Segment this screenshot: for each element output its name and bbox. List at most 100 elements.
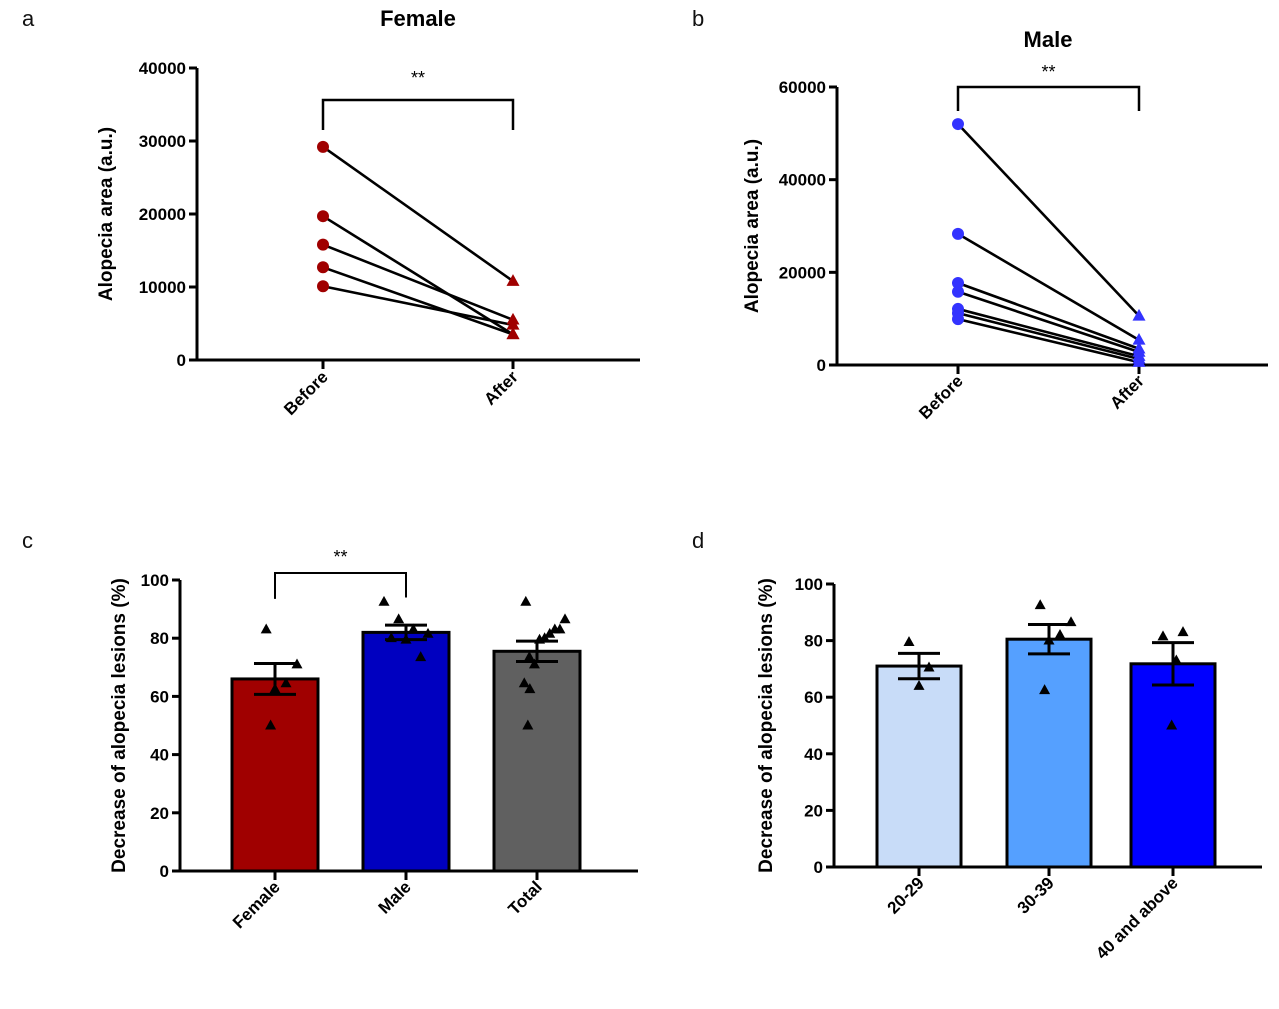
panel-c-y-tick-label: 40 bbox=[150, 746, 169, 765]
panel-c-y-axis-label: Decrease of alopecia lesions (%) bbox=[109, 578, 130, 873]
panel-b-after-point bbox=[1132, 355, 1146, 367]
panel-c-data-point bbox=[407, 623, 419, 634]
panel-b-significance-label: ** bbox=[1041, 62, 1055, 82]
panel-a-x-tick-label: Before bbox=[280, 367, 332, 419]
panel-b-y-tick-label: 60000 bbox=[779, 78, 826, 97]
panel-a-pair-line bbox=[322, 215, 514, 336]
panel-b-x-tick-label: Before bbox=[915, 371, 967, 423]
panel-a-before-point bbox=[317, 280, 329, 293]
panel-a-y-tick-label: 20000 bbox=[139, 205, 186, 224]
panel-d-x-tick-label: 20-29 bbox=[884, 873, 928, 917]
panel-d-age-bar-chart: 0 20 40 60 80 100 20-29 30-39 40 and above Decrea… bbox=[756, 575, 1262, 963]
panel-d-data-point bbox=[1166, 719, 1178, 730]
panel-a-pair-line bbox=[322, 284, 514, 327]
panel-d-data-point bbox=[1034, 599, 1046, 610]
panel-c-significance-label: ** bbox=[333, 547, 347, 567]
panel-d-y-tick-label: 60 bbox=[804, 688, 823, 707]
panel-a-before-point bbox=[317, 238, 329, 251]
panel-b-pair-line bbox=[957, 311, 1140, 361]
panel-b-pair-line bbox=[957, 281, 1140, 351]
panel-a-pair-line bbox=[322, 145, 514, 283]
panel-b-male-paired-plot: 0 20000 40000 60000 Before After Alopecia area… bbox=[742, 27, 1268, 423]
panel-d-data-point bbox=[1157, 630, 1169, 641]
panel-d-bar-20-29 bbox=[875, 664, 963, 869]
panel-d-x-tick-label: 40 and above bbox=[1092, 873, 1182, 963]
panel-b-before-point bbox=[952, 313, 964, 326]
panel-d-y-tick-label: 20 bbox=[804, 801, 823, 820]
panel-d-y-tick-label: 40 bbox=[804, 745, 823, 764]
panel-a-significance-bracket bbox=[321, 98, 515, 130]
panel-a-significance-label: ** bbox=[411, 68, 425, 88]
panel-b-x-tick-label: After bbox=[1106, 371, 1148, 413]
panel-d-bar-30-39 bbox=[1005, 637, 1093, 869]
panel-c-bar-female bbox=[230, 677, 320, 873]
panel-b-before-point bbox=[952, 227, 964, 240]
panel-c-y-tick-label: 80 bbox=[150, 629, 169, 648]
panel-a-y-tick-label: 10000 bbox=[139, 278, 186, 297]
panel-b-pair-line bbox=[957, 123, 1140, 317]
panel-a-y-tick-label: 30000 bbox=[139, 132, 186, 151]
panel-d-data-point bbox=[923, 661, 935, 672]
panel-c-data-point bbox=[280, 677, 292, 688]
panel-c-data-point bbox=[528, 658, 540, 669]
panel-b-y-tick-label: 0 bbox=[817, 356, 826, 375]
panel-c-data-point bbox=[518, 677, 530, 688]
panel-d-data-point bbox=[913, 679, 925, 690]
panel-a-after-point bbox=[506, 317, 520, 330]
panel-c-data-point bbox=[265, 719, 277, 730]
panel-b-pair-line bbox=[957, 232, 1140, 342]
panel-b-after-point bbox=[1132, 308, 1146, 321]
panel-a-y-tick-label: 0 bbox=[177, 351, 186, 370]
panel-c-data-point bbox=[522, 719, 534, 730]
panel-c-data-point bbox=[422, 627, 434, 638]
panel-d-y-tick-label: 0 bbox=[814, 858, 823, 877]
panel-c-x-tick-label: Female bbox=[229, 877, 284, 932]
panel-c-data-point bbox=[549, 623, 561, 634]
panel-b-y-tick-label: 20000 bbox=[779, 263, 826, 282]
panel-c-significance-bracket bbox=[274, 572, 407, 599]
panel-a-y-tick-label: 40000 bbox=[139, 59, 186, 78]
panel-d-data-point bbox=[903, 636, 915, 646]
panel-c-y-tick-label: 20 bbox=[150, 804, 169, 823]
panel-c-data-point bbox=[544, 627, 556, 638]
panel-letter-b: b bbox=[692, 6, 704, 31]
panel-b-before-point bbox=[952, 285, 964, 298]
panel-c-bar-male bbox=[361, 630, 451, 873]
panel-a-pair-line bbox=[322, 243, 514, 322]
panel-c-data-point bbox=[524, 683, 536, 694]
panel-a-before-point bbox=[317, 210, 329, 223]
panel-a-female-paired-plot: 0 10000 20000 30000 40000 Before After Alopecia… bbox=[96, 6, 640, 419]
panel-d-y-axis-label: Decrease of alopecia lesions (%) bbox=[756, 578, 777, 873]
panel-b-pair-line bbox=[957, 317, 1140, 364]
panel-b-pair-line bbox=[957, 307, 1140, 358]
panel-b-before-point bbox=[952, 276, 964, 289]
panel-a-title: Female bbox=[380, 6, 456, 31]
panel-b-after-point bbox=[1132, 332, 1146, 345]
panel-c-x-tick-label: Male bbox=[375, 877, 415, 917]
panel-c-data-point bbox=[559, 613, 571, 624]
panel-c-y-tick-label: 100 bbox=[141, 571, 169, 590]
panel-c-data-point bbox=[378, 595, 390, 606]
panel-b-y-axis-label: Alopecia area (a.u.) bbox=[742, 139, 763, 313]
panel-c-data-point bbox=[393, 613, 405, 624]
panel-a-pair-line bbox=[322, 266, 514, 336]
panel-c-data-point bbox=[415, 651, 427, 662]
panel-a-y-axis-label: Alopecia area (a.u.) bbox=[96, 127, 117, 301]
panel-d-data-point bbox=[1054, 629, 1066, 639]
panel-d-y-tick-label: 100 bbox=[795, 575, 823, 594]
panel-c-y-tick-label: 60 bbox=[150, 687, 169, 706]
panel-a-after-point bbox=[506, 327, 520, 340]
panel-b-title: Male bbox=[1024, 27, 1073, 52]
panel-d-y-tick-label: 80 bbox=[804, 632, 823, 651]
panel-c-y-tick-label: 0 bbox=[160, 862, 169, 881]
panel-b-pair-line bbox=[957, 290, 1140, 354]
panel-b-y-tick-label: 40000 bbox=[779, 171, 826, 190]
panel-d-x-tick-label: 30-39 bbox=[1014, 873, 1058, 917]
panel-c-data-point bbox=[523, 651, 535, 662]
panel-c-data-point bbox=[260, 623, 272, 634]
panel-d-bar-40-and-above bbox=[1129, 662, 1217, 869]
panel-c-bar-total bbox=[492, 649, 582, 873]
panel-d-data-point bbox=[1039, 684, 1051, 695]
panel-a-x-tick-label: After bbox=[480, 367, 522, 409]
